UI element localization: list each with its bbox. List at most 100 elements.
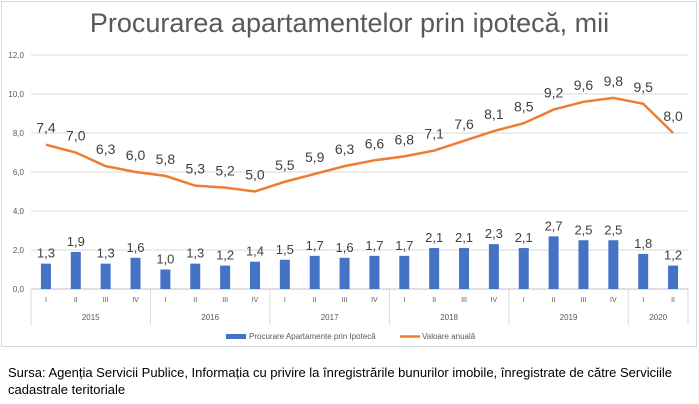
y-tick-label: 4,0 — [13, 207, 25, 216]
bar — [100, 263, 111, 289]
bar — [578, 240, 589, 289]
x-tick-label: I — [164, 297, 166, 304]
x-year-label: 2018 — [440, 313, 458, 322]
line-data-label: 8,1 — [484, 106, 504, 122]
y-tick-label: 10,0 — [8, 90, 24, 99]
line-data-label: 8,0 — [663, 108, 683, 124]
bar-data-label: 1,9 — [67, 234, 85, 249]
x-year-label: 2015 — [82, 313, 100, 322]
line-data-label: 7,1 — [424, 126, 444, 142]
bar-data-label: 1,7 — [306, 238, 324, 253]
y-tick-label: 8,0 — [13, 129, 25, 138]
line-data-label: 6,6 — [365, 135, 385, 151]
x-tick-label: IV — [610, 297, 617, 304]
bar-data-label: 1,3 — [37, 246, 55, 261]
line-data-label: 5,9 — [305, 149, 325, 165]
bar — [638, 253, 649, 289]
bar — [429, 248, 440, 289]
y-tick-label: 12,0 — [8, 51, 24, 60]
bar-data-label: 2,5 — [574, 222, 592, 237]
bar-data-label: 1,0 — [156, 252, 174, 267]
bar — [40, 263, 51, 289]
bar — [70, 251, 81, 289]
x-tick-label: II — [193, 297, 197, 304]
bar — [668, 265, 679, 289]
bar — [488, 244, 499, 289]
x-tick-label: II — [671, 297, 675, 304]
line-data-label: 9,5 — [633, 79, 653, 95]
line-series — [45, 96, 674, 193]
y-tick-label: 2,0 — [13, 246, 25, 255]
bar-data-label: 1,7 — [395, 238, 413, 253]
bar — [369, 255, 380, 289]
x-tick-label: I — [403, 297, 405, 304]
line-data-label: 5,0 — [245, 167, 265, 183]
bar — [309, 255, 320, 289]
x-tick-label: I — [642, 297, 644, 304]
bar-data-label: 2,1 — [455, 230, 473, 245]
bar — [279, 259, 290, 289]
bar — [459, 248, 470, 289]
x-tick-label: III — [461, 297, 467, 304]
y-tick-label: 0,0 — [13, 285, 25, 294]
x-year-label: 2019 — [560, 313, 578, 322]
line-data-label: 5,5 — [275, 157, 295, 173]
bar-data-label: 1,3 — [97, 246, 115, 261]
bar — [548, 236, 559, 289]
chart-frame — [1, 1, 697, 347]
bar-data-label: 1,2 — [664, 248, 682, 263]
line-data-label: 6,8 — [395, 131, 415, 147]
x-tick-label: III — [103, 297, 109, 304]
x-tick-label: II — [74, 297, 78, 304]
x-tick-label: I — [45, 297, 47, 304]
bar — [518, 248, 529, 289]
bar — [249, 261, 260, 289]
bar-data-label: 1,2 — [216, 248, 234, 263]
line-data-label: 9,6 — [574, 77, 594, 93]
line-data-label: 5,2 — [215, 163, 235, 179]
chart-svg: 0,0 2,0 4,0 6,0 8,0 10,0 12,0 1,3 1,9 1,3 1,6 1,0 1,… — [8, 51, 689, 341]
bar-data-label: 2,7 — [545, 218, 563, 233]
bar — [220, 265, 231, 289]
line-data-label: 9,8 — [604, 73, 624, 89]
bar — [190, 263, 201, 289]
x-tick-label: II — [552, 297, 556, 304]
x-tick-label: IV — [371, 297, 378, 304]
x-tick-label: III — [342, 297, 348, 304]
x-tick-label: III — [222, 297, 228, 304]
x-tick-label: I — [284, 297, 286, 304]
line-data-label: 6,3 — [96, 141, 116, 157]
line-data-label: 5,8 — [156, 151, 176, 167]
legend-label-bars: Procurare Apartamente prin Ipotecă — [249, 332, 376, 341]
line-data-label: 6,3 — [335, 141, 355, 157]
bar — [399, 255, 410, 289]
source-note: Sursa: Agenția Servicii Publice, Informa… — [8, 365, 673, 397]
bar-data-label: 2,1 — [425, 230, 443, 245]
x-tick-label: II — [313, 297, 317, 304]
line-data-label: 7,6 — [454, 116, 474, 132]
x-tick-label: I — [523, 297, 525, 304]
x-year-label: 2020 — [649, 313, 667, 322]
line-data-label: 7,0 — [66, 128, 86, 144]
x-tick-label: IV — [491, 297, 498, 304]
legend-swatch-bars — [226, 334, 246, 339]
bar-data-label: 1,8 — [634, 236, 652, 251]
line-data-label: 6,0 — [126, 147, 146, 163]
x-year-label: 2016 — [201, 313, 219, 322]
legend-label-line: Valoare anuală — [422, 332, 476, 341]
bar-data-label: 1,4 — [246, 244, 264, 259]
bar-data-label: 1,6 — [126, 240, 144, 255]
x-tick-label: III — [581, 297, 587, 304]
bar-data-label: 2,1 — [515, 230, 533, 245]
bar-data-label: 1,6 — [336, 240, 354, 255]
x-tick-label: IV — [132, 297, 139, 304]
bar-data-label: 2,5 — [604, 222, 622, 237]
x-year-label: 2017 — [321, 313, 339, 322]
bar — [339, 257, 350, 289]
line-data-label: 5,3 — [186, 161, 206, 177]
x-tick-label: II — [432, 297, 436, 304]
bar — [608, 240, 619, 289]
line-data-label: 8,5 — [514, 98, 534, 114]
line-data-label: 9,2 — [544, 85, 564, 101]
